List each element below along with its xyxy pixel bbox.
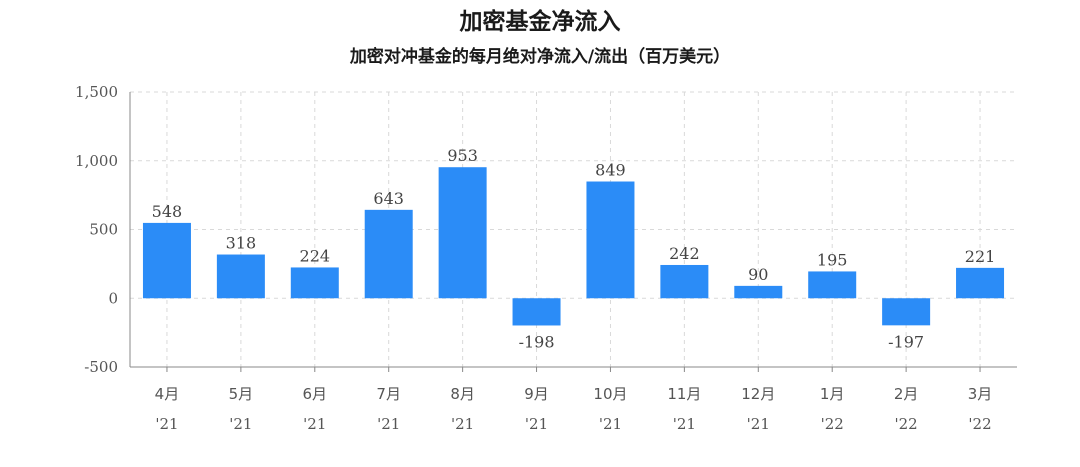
data-label: 242 — [669, 244, 700, 263]
x-tick-label-month: 3月 — [968, 385, 993, 403]
data-label: -198 — [519, 332, 555, 351]
y-tick-label: 1,000 — [75, 152, 118, 170]
x-tick-label-month: 11月 — [667, 385, 701, 403]
x-tick-label-year: '21 — [451, 415, 474, 433]
data-label: 318 — [226, 234, 257, 253]
x-tick-label-year: '21 — [377, 415, 400, 433]
x-tick-label-month: 8月 — [450, 385, 475, 403]
bar — [512, 298, 561, 326]
x-tick-label-month: 10月 — [593, 385, 627, 403]
bar — [216, 254, 265, 299]
x-tick-label-month: 12月 — [741, 385, 775, 403]
data-label: 90 — [748, 265, 768, 284]
bar — [586, 181, 635, 299]
bar — [882, 298, 931, 326]
bar — [734, 285, 783, 299]
x-tick-label-month: 4月 — [155, 385, 180, 403]
data-label: 849 — [595, 161, 626, 180]
x-tick-label-year: '22 — [821, 415, 844, 433]
x-tick-label-month: 1月 — [820, 385, 845, 403]
x-tick-label-year: '21 — [303, 415, 326, 433]
bar — [660, 264, 709, 299]
y-tick-label: 500 — [89, 221, 118, 239]
x-tick-label-year: '21 — [673, 415, 696, 433]
x-tick-label-month: 7月 — [376, 385, 401, 403]
bar — [290, 267, 339, 299]
data-label: 643 — [373, 189, 404, 208]
bar — [438, 167, 487, 299]
x-tick-label-year: '21 — [229, 415, 252, 433]
y-tick-label: 0 — [108, 289, 118, 307]
y-tick-label: 1,500 — [75, 83, 118, 101]
bar — [142, 222, 191, 299]
bar — [364, 209, 413, 299]
chart-title: 加密基金净流入 — [459, 9, 621, 35]
x-tick-label-month: 9月 — [524, 385, 549, 403]
bar — [808, 271, 857, 299]
data-label: 224 — [300, 246, 331, 265]
y-tick-label: -500 — [84, 358, 118, 376]
chart-subtitle: 加密对冲基金的每月绝对净流入/流出（百万美元） — [349, 47, 731, 67]
data-label: 548 — [152, 202, 183, 221]
data-label: 195 — [817, 250, 848, 269]
x-tick-label-year: '22 — [895, 415, 918, 433]
x-tick-label-month: 6月 — [303, 385, 328, 403]
x-tick-label-year: '21 — [599, 415, 622, 433]
x-tick-label-year: '21 — [747, 415, 770, 433]
x-tick-label-month: 2月 — [894, 385, 919, 403]
bar — [956, 267, 1005, 299]
x-tick-label-year: '22 — [968, 415, 991, 433]
x-tick-label-month: 5月 — [229, 385, 254, 403]
data-label: 221 — [965, 247, 996, 266]
x-tick-label-year: '21 — [525, 415, 548, 433]
data-label: -197 — [888, 332, 924, 351]
x-tick-label-year: '21 — [155, 415, 178, 433]
data-label: 953 — [447, 146, 478, 165]
